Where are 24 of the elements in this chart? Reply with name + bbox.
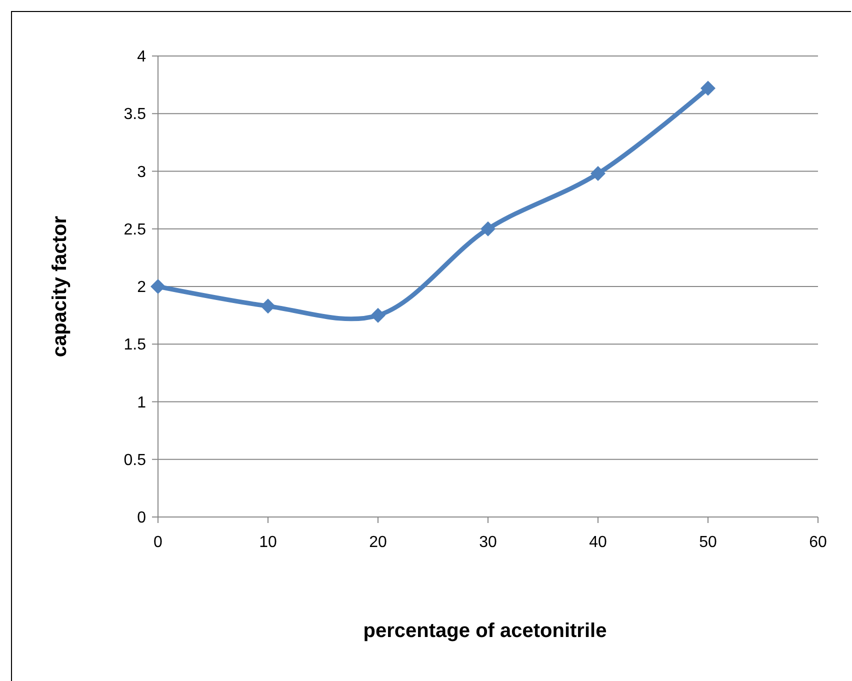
- y-tick-label: 4: [137, 48, 146, 66]
- point: [370, 308, 386, 323]
- y-tick-label: 3: [137, 164, 146, 181]
- point: [700, 80, 716, 96]
- point: [150, 279, 166, 294]
- y-tick-label: 0.5: [124, 452, 146, 469]
- x-tick-label: 20: [369, 534, 387, 551]
- point: [260, 298, 276, 314]
- y-tick-label: 1: [137, 394, 146, 412]
- point: [480, 221, 496, 236]
- x-tick-label: 10: [259, 534, 277, 551]
- x-tick-label: 0: [154, 534, 163, 551]
- y-tick-label: 1.5: [124, 336, 146, 354]
- y-tick-label: 2.5: [124, 221, 146, 238]
- y-tick-label: 2: [137, 279, 146, 296]
- point: [590, 166, 606, 182]
- x-axis-title: percentage of acetonitrile: [363, 620, 607, 642]
- x-tick-label: 30: [479, 534, 497, 551]
- x-tick-label: 50: [699, 534, 717, 551]
- x-tick-label: 40: [589, 534, 607, 551]
- y-tick-label: 3.5: [124, 106, 146, 124]
- y-axis-title: capacity factor: [49, 216, 71, 358]
- y-tick-label: 0: [137, 510, 146, 527]
- x-tick-label: 60: [809, 534, 827, 551]
